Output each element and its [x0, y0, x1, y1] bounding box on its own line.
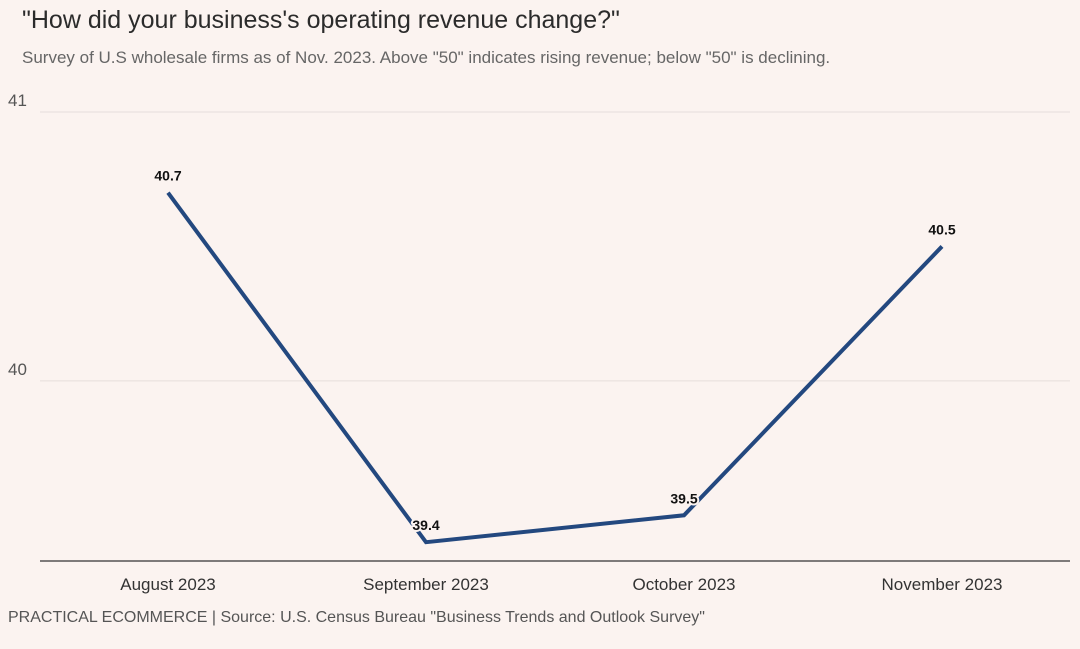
series-line — [166, 191, 944, 545]
gridlines — [40, 111, 1070, 382]
x-tick-label: October 2023 — [632, 575, 735, 594]
x-tick-label: November 2023 — [882, 575, 1003, 594]
data-label: 39.4 — [412, 517, 439, 533]
y-axis-ticks: 40 41 — [8, 91, 27, 379]
chart-subtitle: Survey of U.S wholesale firms as of Nov.… — [22, 48, 831, 67]
chart-title: "How did your business's operating reven… — [22, 6, 620, 34]
data-labels: 40.7 39.4 39.5 40.5 — [152, 166, 957, 536]
chart-source: PRACTICAL ECOMMERCE | Source: U.S. Censu… — [8, 609, 705, 626]
data-label: 40.5 — [928, 221, 955, 237]
series-group — [166, 191, 944, 545]
x-tick-label: September 2023 — [363, 575, 489, 594]
data-label: 40.7 — [154, 168, 181, 184]
data-label: 39.5 — [670, 490, 697, 506]
y-tick-label: 41 — [8, 91, 27, 110]
x-axis-ticks: August 2023 September 2023 October 2023 Nov… — [120, 575, 1002, 594]
x-tick-label: August 2023 — [120, 575, 215, 594]
y-tick-label: 40 — [8, 360, 27, 379]
